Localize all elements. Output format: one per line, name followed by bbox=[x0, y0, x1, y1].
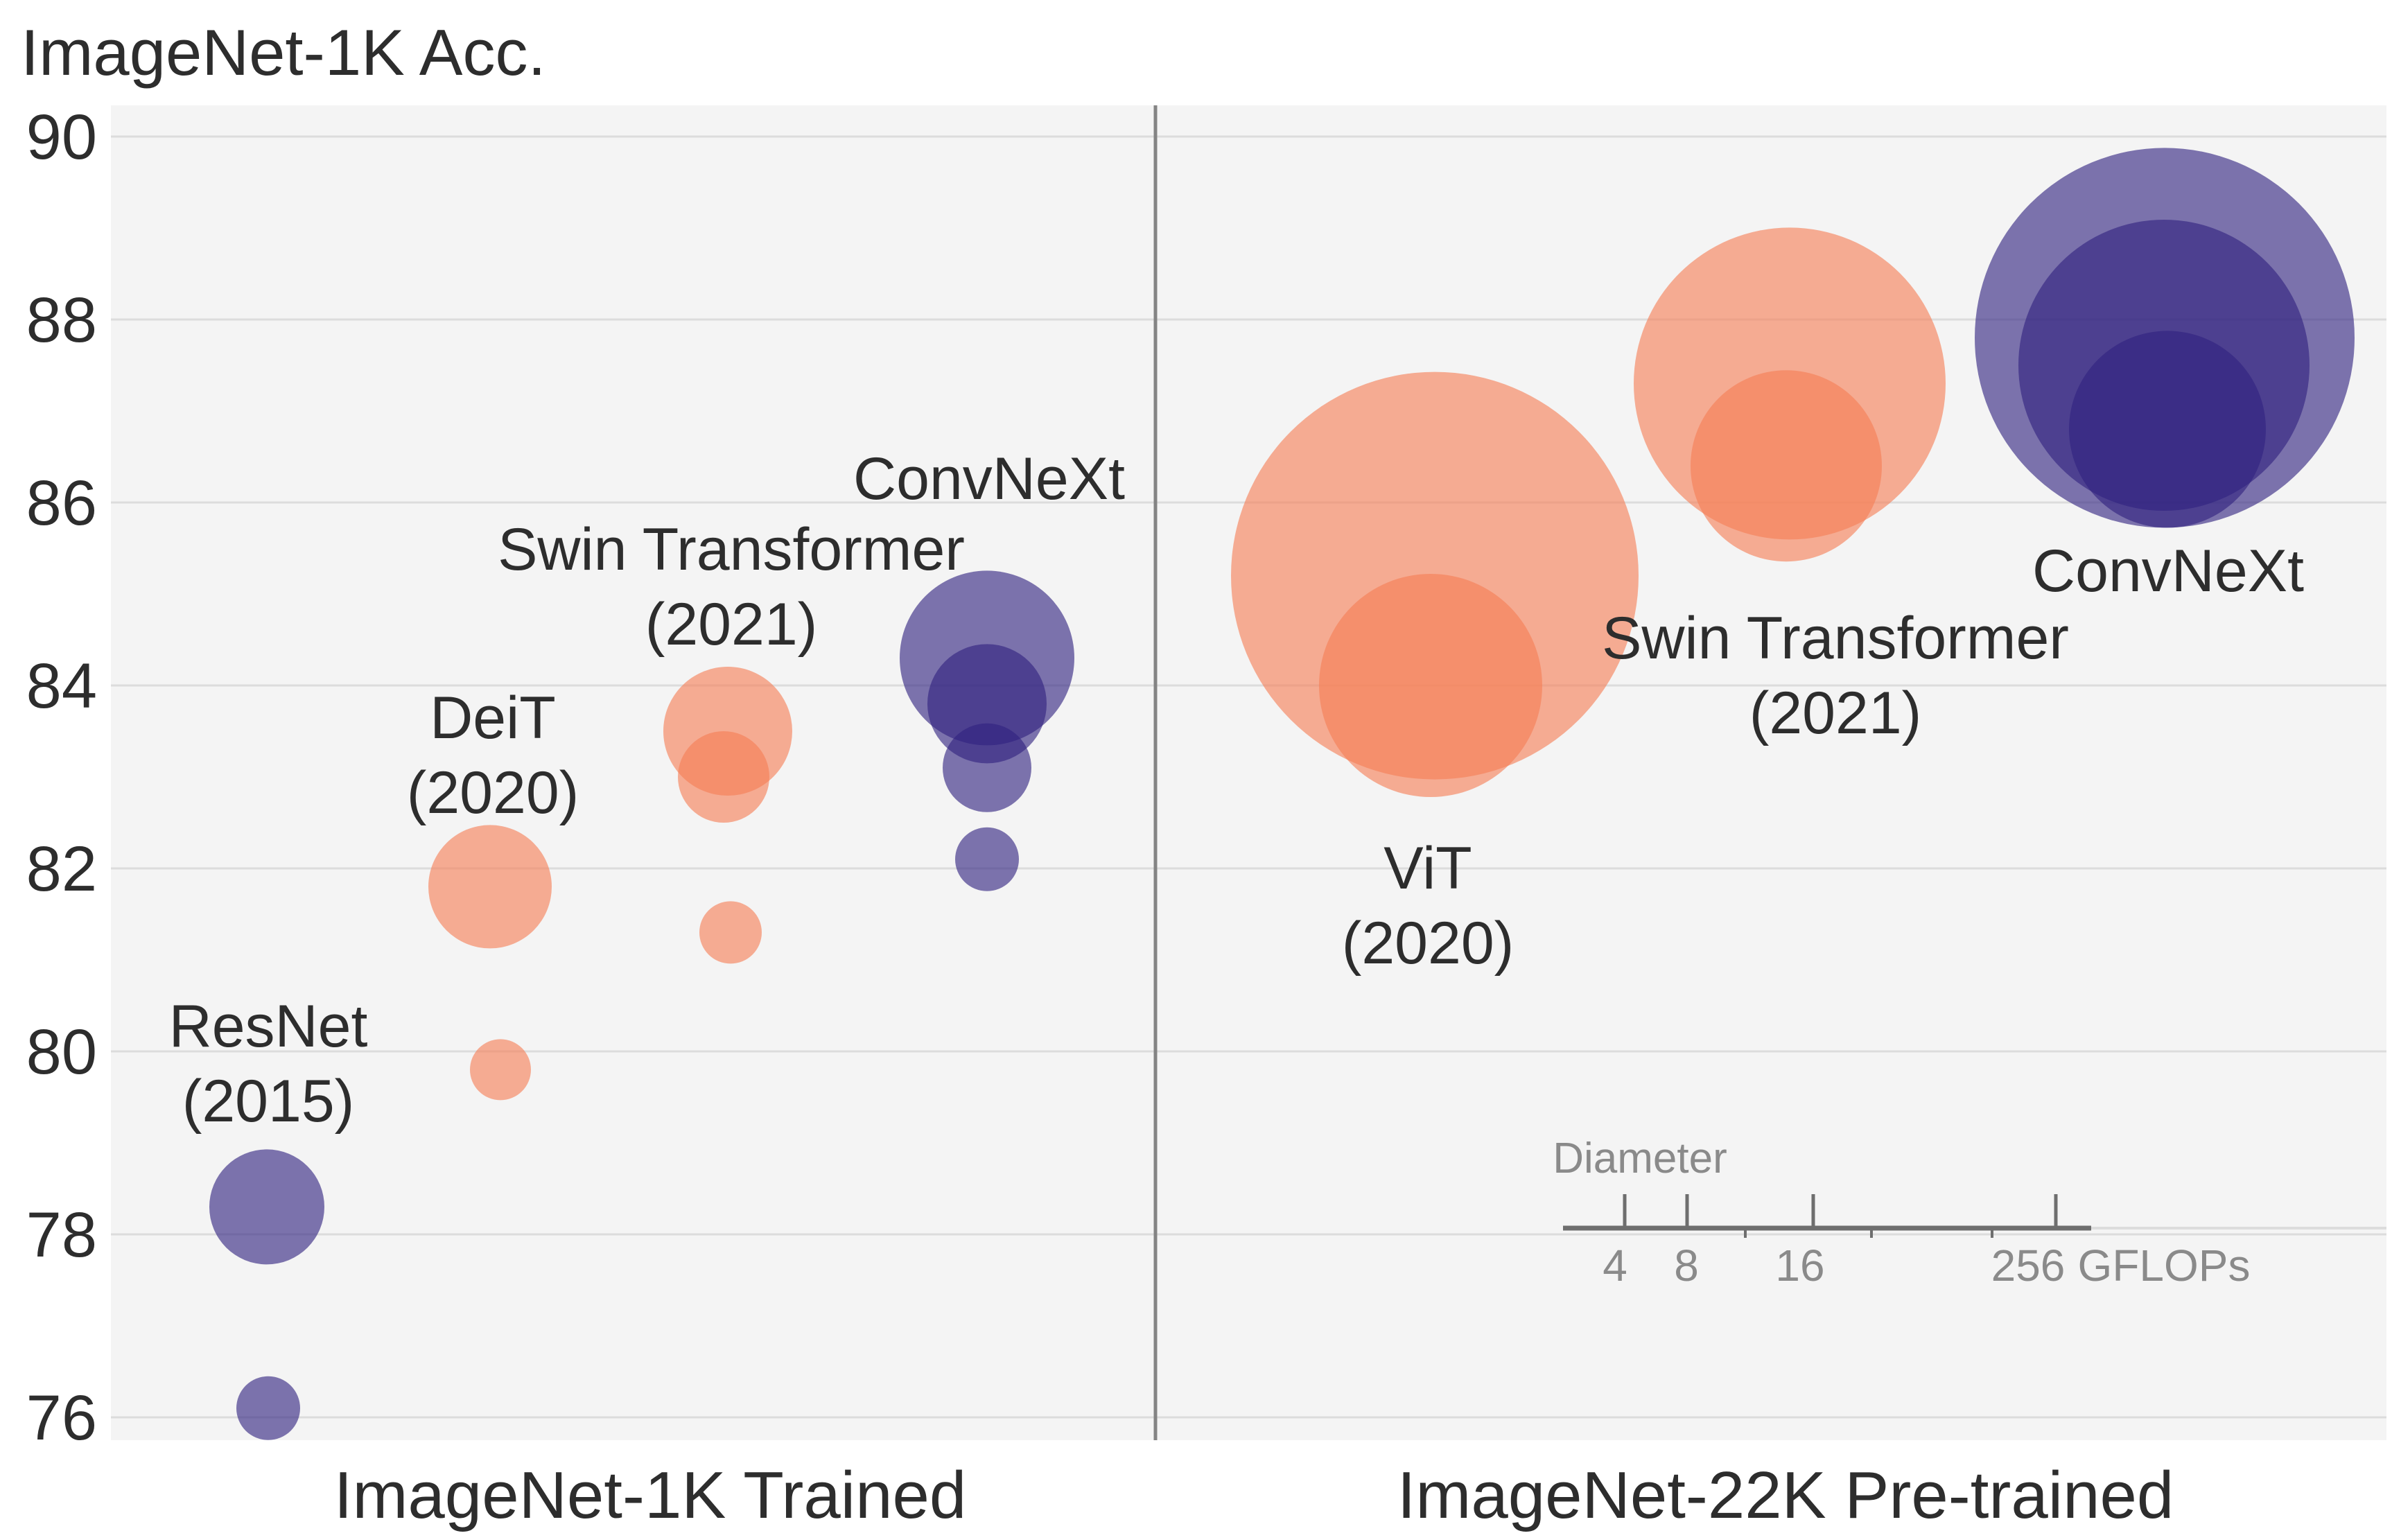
y-tick-label-84: 84 bbox=[26, 651, 97, 721]
model-label-swin-transformer-2021-: Swin Transformer bbox=[498, 516, 965, 583]
panel-label-1: ImageNet-22K Pre-trained bbox=[1397, 1458, 2174, 1532]
y-tick-label-82: 82 bbox=[26, 834, 97, 904]
bubble-swin-transformer-2021--1 bbox=[1691, 370, 1882, 562]
bubble-convnext-2 bbox=[943, 723, 1031, 812]
bubble-resnet-2015--1 bbox=[236, 1376, 300, 1440]
bubble-deit-2020--0 bbox=[428, 825, 552, 949]
y-tick-label-76: 76 bbox=[26, 1383, 97, 1453]
legend-tick-label-4: 4 bbox=[1603, 1241, 1627, 1290]
model-label-resnet-2015-: (2015) bbox=[182, 1068, 355, 1135]
model-label-vit-2020-: ViT bbox=[1383, 835, 1472, 902]
y-tick-label-88: 88 bbox=[26, 285, 97, 356]
model-label-convnext: ConvNeXt bbox=[853, 446, 1125, 512]
bubble-deit-2020--1 bbox=[470, 1039, 531, 1101]
bubble-convnext-3 bbox=[955, 827, 1019, 891]
legend-unit-label: GFLOPs bbox=[2078, 1241, 2251, 1290]
y-tick-label-90: 90 bbox=[26, 102, 97, 173]
y-axis-title: ImageNet-1K Acc. bbox=[21, 16, 546, 89]
legend-tick-label-8: 8 bbox=[1674, 1241, 1699, 1290]
bubble-vit-2020--1 bbox=[1319, 574, 1542, 797]
y-tick-label-86: 86 bbox=[26, 468, 97, 539]
bubble-swin-transformer-2021--1 bbox=[678, 731, 769, 823]
bubble-convnext-1 bbox=[927, 644, 1047, 764]
panel-label-0: ImageNet-1K Trained bbox=[334, 1458, 966, 1532]
bubble-resnet-2015--0 bbox=[209, 1149, 324, 1265]
y-tick-label-78: 78 bbox=[26, 1200, 97, 1270]
model-label-deit-2020-: (2020) bbox=[407, 760, 579, 826]
bubble-convnext-2 bbox=[2069, 331, 2266, 528]
legend-tick-label-256: 256 bbox=[1991, 1241, 2066, 1290]
model-label-vit-2020-: (2020) bbox=[1342, 910, 1514, 977]
model-label-convnext: ConvNeXt bbox=[2032, 538, 2304, 604]
legend-title: Diameter bbox=[1553, 1135, 1727, 1182]
legend-tick-label-16: 16 bbox=[1775, 1241, 1824, 1290]
model-label-swin-transformer-2021-: Swin Transformer bbox=[1602, 605, 2069, 672]
model-label-swin-transformer-2021-: (2021) bbox=[645, 591, 818, 658]
model-label-deit-2020-: DeiT bbox=[430, 685, 556, 751]
y-tick-label-80: 80 bbox=[26, 1017, 97, 1087]
model-label-swin-transformer-2021-: (2021) bbox=[1749, 680, 1922, 746]
model-label-resnet-2015-: ResNet bbox=[169, 993, 368, 1060]
bubble-swin-transformer-2021--2 bbox=[699, 901, 762, 964]
